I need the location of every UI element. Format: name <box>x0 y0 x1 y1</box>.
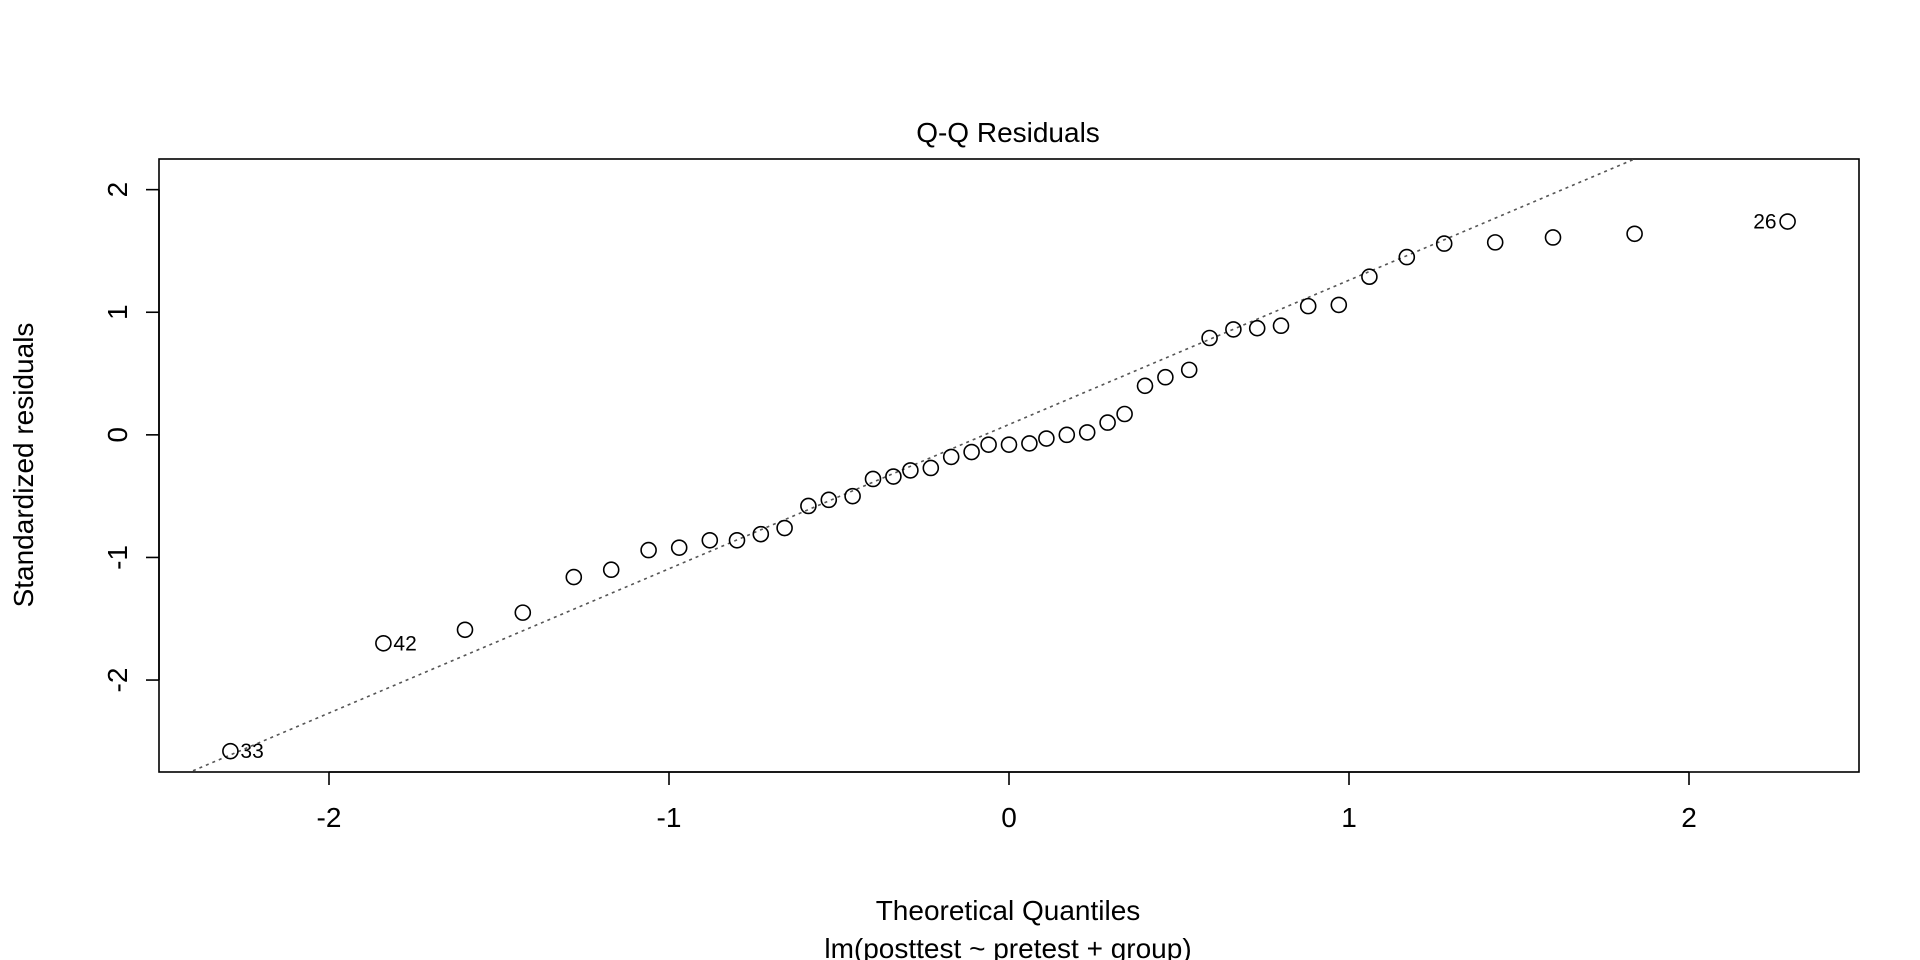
data-point <box>1272 317 1290 335</box>
data-point <box>922 459 940 477</box>
x-tick-label: 2 <box>1681 802 1697 833</box>
chart-title: Q-Q Residuals <box>916 117 1100 148</box>
data-point <box>963 443 980 461</box>
data-point <box>752 525 770 543</box>
data-point <box>602 561 620 579</box>
y-tick-label: -2 <box>102 668 133 693</box>
data-point <box>1058 426 1076 444</box>
x-tick-label: 1 <box>1341 802 1357 833</box>
data-point <box>1180 361 1198 379</box>
y-tick-label: 0 <box>102 427 133 443</box>
data-point <box>1361 268 1378 285</box>
data-point <box>565 568 583 586</box>
data-point <box>701 531 719 549</box>
plot-frame <box>158 158 1860 773</box>
data-point <box>820 491 838 509</box>
data-point <box>1435 235 1453 252</box>
data-point <box>1201 329 1218 347</box>
data-point <box>844 487 861 505</box>
data-point <box>1330 296 1348 314</box>
point-label-42: 42 <box>393 632 416 655</box>
data-point <box>728 531 746 549</box>
y-axis-label: Standardized residuals <box>8 323 39 608</box>
data-point <box>1225 321 1242 338</box>
y-tick-label: -1 <box>102 545 133 570</box>
data-point <box>1078 424 1096 441</box>
y-axis: -2 -1 0 1 2 <box>102 182 160 693</box>
point-label-33: 33 <box>240 740 263 763</box>
data-point <box>1000 436 1018 453</box>
data-point <box>942 448 960 466</box>
data-point <box>902 462 919 479</box>
plot-area <box>192 159 1635 772</box>
data-point <box>1099 414 1116 431</box>
data-point <box>670 539 688 556</box>
data-point <box>1136 377 1154 395</box>
x-tick-label: -2 <box>317 802 342 833</box>
data-point <box>776 519 793 537</box>
data-point <box>1157 368 1174 386</box>
data-point <box>1779 213 1796 230</box>
data-point <box>1248 319 1266 337</box>
x-axis: -2 -1 0 1 2 <box>317 771 1697 833</box>
x-axis-label: Theoretical Quantiles <box>876 895 1141 926</box>
data-point <box>800 497 817 515</box>
data-point <box>980 436 997 453</box>
data-point <box>456 621 474 639</box>
data-point <box>864 470 882 488</box>
data-point <box>1021 435 1038 452</box>
data-point <box>222 742 239 760</box>
x-tick-label: -1 <box>657 802 682 833</box>
data-point <box>640 541 657 559</box>
data-point <box>1626 225 1643 243</box>
data-point <box>1038 430 1055 447</box>
chart-subtitle: lm(posttest ~ pretest + group) <box>824 933 1191 960</box>
data-point <box>1486 234 1504 251</box>
y-tick-label: 2 <box>102 182 133 198</box>
data-point <box>1544 229 1562 246</box>
data-point <box>1299 297 1317 315</box>
data-point <box>514 604 532 621</box>
qq-reference-line <box>192 159 1635 772</box>
data-point <box>1116 405 1133 423</box>
data-point <box>885 468 902 485</box>
x-tick-label: 0 <box>1001 802 1017 833</box>
data-point <box>375 634 392 652</box>
y-tick-label: 1 <box>102 304 133 320</box>
data-point <box>1398 248 1416 266</box>
point-label-26: 26 <box>1753 211 1776 234</box>
